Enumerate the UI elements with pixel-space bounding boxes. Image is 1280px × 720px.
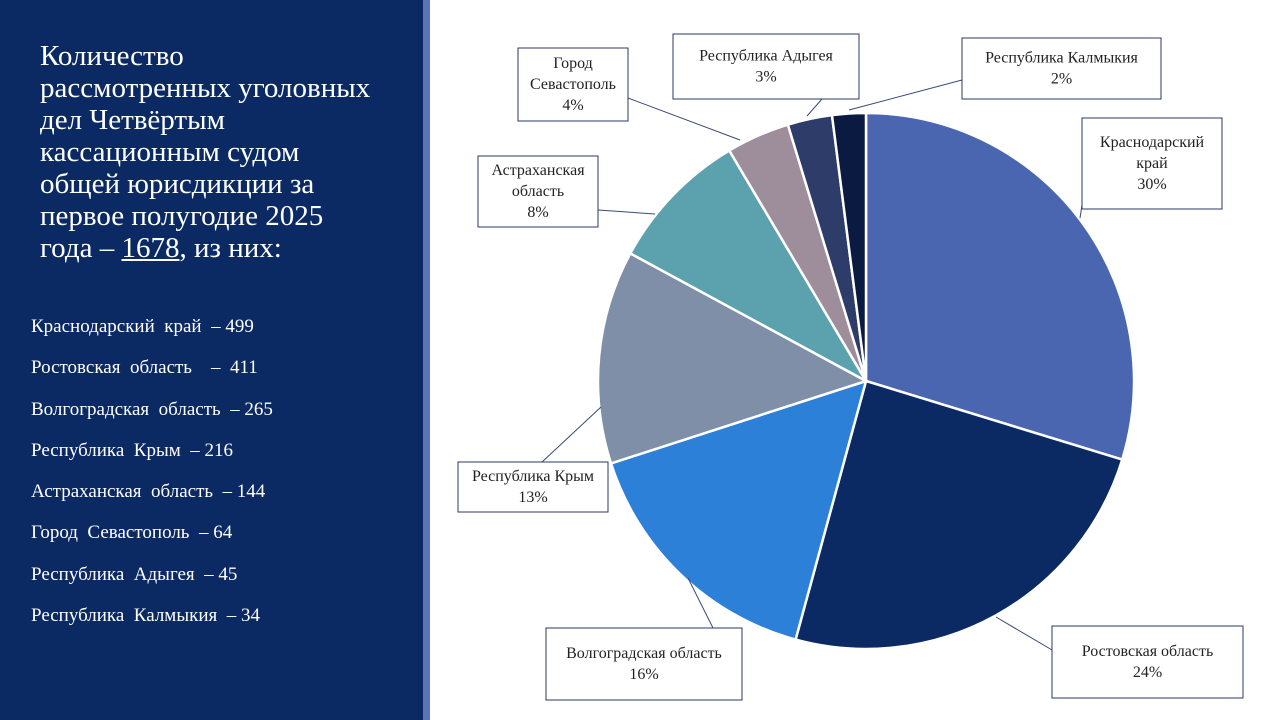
slice-category-label: Город xyxy=(553,55,593,72)
slide-title: Количество рассмотренных уголовных дел Ч… xyxy=(40,40,390,264)
leader-line xyxy=(687,577,714,629)
left-panel: Количество рассмотренных уголовных дел Ч… xyxy=(0,0,423,720)
slice-category-label: Республика Крым xyxy=(472,468,594,485)
slice-percent-label: 2% xyxy=(1051,71,1072,88)
callout-box xyxy=(457,461,609,513)
slice-percent-label: 13% xyxy=(518,489,547,506)
callout-box xyxy=(1051,625,1244,699)
divider-strip xyxy=(423,0,430,720)
region-item-krasnodar: Краснодарский край – 499 xyxy=(31,316,254,337)
callout-box xyxy=(545,627,743,701)
slice-percent-label: 8% xyxy=(527,204,548,221)
slice-category-label: область xyxy=(512,183,564,200)
region-item-crimea: Республика Крым – 216 xyxy=(31,439,234,461)
slice-category-label: край xyxy=(1136,155,1168,172)
pie-chart: Краснодарский край 30% Ростовская область 24… xyxy=(457,33,1244,701)
pie-slice xyxy=(609,379,868,641)
region-item-astrakhan: Астраханская область – 144 xyxy=(31,481,266,503)
region-item-sevastopol: Город Севастополь – 64 xyxy=(31,522,233,544)
slice-category-label: Республика Калмыкия xyxy=(985,50,1138,67)
slice-category-label: Волгоградская область xyxy=(566,645,722,662)
callout-box xyxy=(517,47,629,122)
data-label-callout: Волгоградская область 16% xyxy=(545,577,743,701)
pie-slice xyxy=(864,111,1136,461)
leader-line xyxy=(848,79,963,111)
slice-percent-label: 4% xyxy=(562,97,583,114)
data-label-callout: Ростовская область 24% xyxy=(995,616,1244,699)
region-list: Краснодарский край – 499 Ростовская обла… xyxy=(31,306,273,636)
pie-slice xyxy=(830,111,868,383)
title-text: Количество рассмотренных уголовных дел Ч… xyxy=(40,40,371,264)
region-item-kalmykia: Республика Калмыкия – 34 xyxy=(31,605,260,627)
slice-category-label: Республика Адыгея xyxy=(699,48,833,65)
callout-box xyxy=(672,33,860,100)
region-item-rostov: Ростовская область – 411 xyxy=(31,357,258,379)
pie-slice xyxy=(629,149,868,383)
data-label-callout: Астраханская область 8% xyxy=(477,155,656,228)
callout-box xyxy=(961,37,1162,100)
leader-line xyxy=(541,406,602,463)
slice-category-label: Ростовская область xyxy=(1082,643,1214,660)
callout-box xyxy=(1081,117,1223,210)
slice-category-label: Астраханская xyxy=(491,162,585,179)
slice-percent-label: 30% xyxy=(1137,176,1166,193)
pie-slice xyxy=(596,252,868,465)
callout-box xyxy=(477,155,599,228)
pie-slice xyxy=(794,379,1124,651)
slice-percent-label: 24% xyxy=(1133,664,1162,681)
data-label-callout: Республика Калмыкия 2% xyxy=(848,37,1162,111)
leader-line xyxy=(806,98,823,117)
leader-line xyxy=(627,97,741,141)
slice-percent-label: 3% xyxy=(755,69,776,86)
data-label-callout: Республика Крым 13% xyxy=(457,406,609,513)
slice-category-label: Краснодарский xyxy=(1100,134,1205,151)
title-suffix: , из них: xyxy=(179,232,282,264)
data-label-callout: Республика Адыгея 3% xyxy=(672,33,860,117)
slice-category-label: Севастополь xyxy=(530,76,616,93)
leader-line xyxy=(597,209,656,215)
region-item-adygea: Республика Адыгея – 45 xyxy=(31,563,238,585)
total-count: 1678 xyxy=(121,232,180,264)
slice-percent-label: 16% xyxy=(629,666,658,683)
leader-line xyxy=(995,616,1053,651)
data-label-callout: Город Севастополь 4% xyxy=(517,47,741,141)
data-label-callout: Краснодарский край 30% xyxy=(1079,117,1223,219)
region-item-volgograd: Волгоградская область – 265 xyxy=(31,398,273,420)
